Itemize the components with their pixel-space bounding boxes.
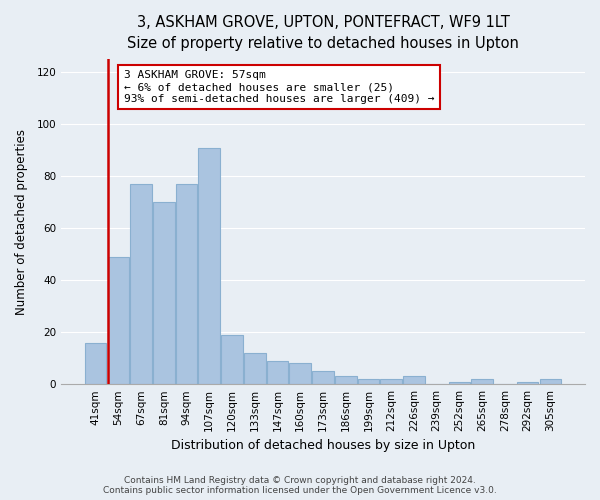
Text: Contains HM Land Registry data © Crown copyright and database right 2024.
Contai: Contains HM Land Registry data © Crown c… [103,476,497,495]
Bar [335,376,356,384]
Bar [289,364,311,384]
Bar [130,184,152,384]
Text: 3 ASKHAM GROVE: 57sqm
← 6% of detached houses are smaller (25)
93% of semi-detac: 3 ASKHAM GROVE: 57sqm ← 6% of detached h… [124,70,434,104]
Title: 3, ASKHAM GROVE, UPTON, PONTEFRACT, WF9 1LT
Size of property relative to detache: 3, ASKHAM GROVE, UPTON, PONTEFRACT, WF9 … [127,15,519,51]
Bar [199,148,220,384]
Bar [403,376,425,384]
Bar [472,379,493,384]
Bar [539,379,561,384]
Bar [266,361,288,384]
Bar [449,382,470,384]
Bar [221,335,243,384]
X-axis label: Distribution of detached houses by size in Upton: Distribution of detached houses by size … [171,440,475,452]
Bar [153,202,175,384]
Bar [85,342,106,384]
Bar [107,257,129,384]
Bar [380,379,402,384]
Bar [517,382,538,384]
Y-axis label: Number of detached properties: Number of detached properties [15,128,28,314]
Bar [176,184,197,384]
Bar [358,379,379,384]
Bar [312,371,334,384]
Bar [244,353,266,384]
